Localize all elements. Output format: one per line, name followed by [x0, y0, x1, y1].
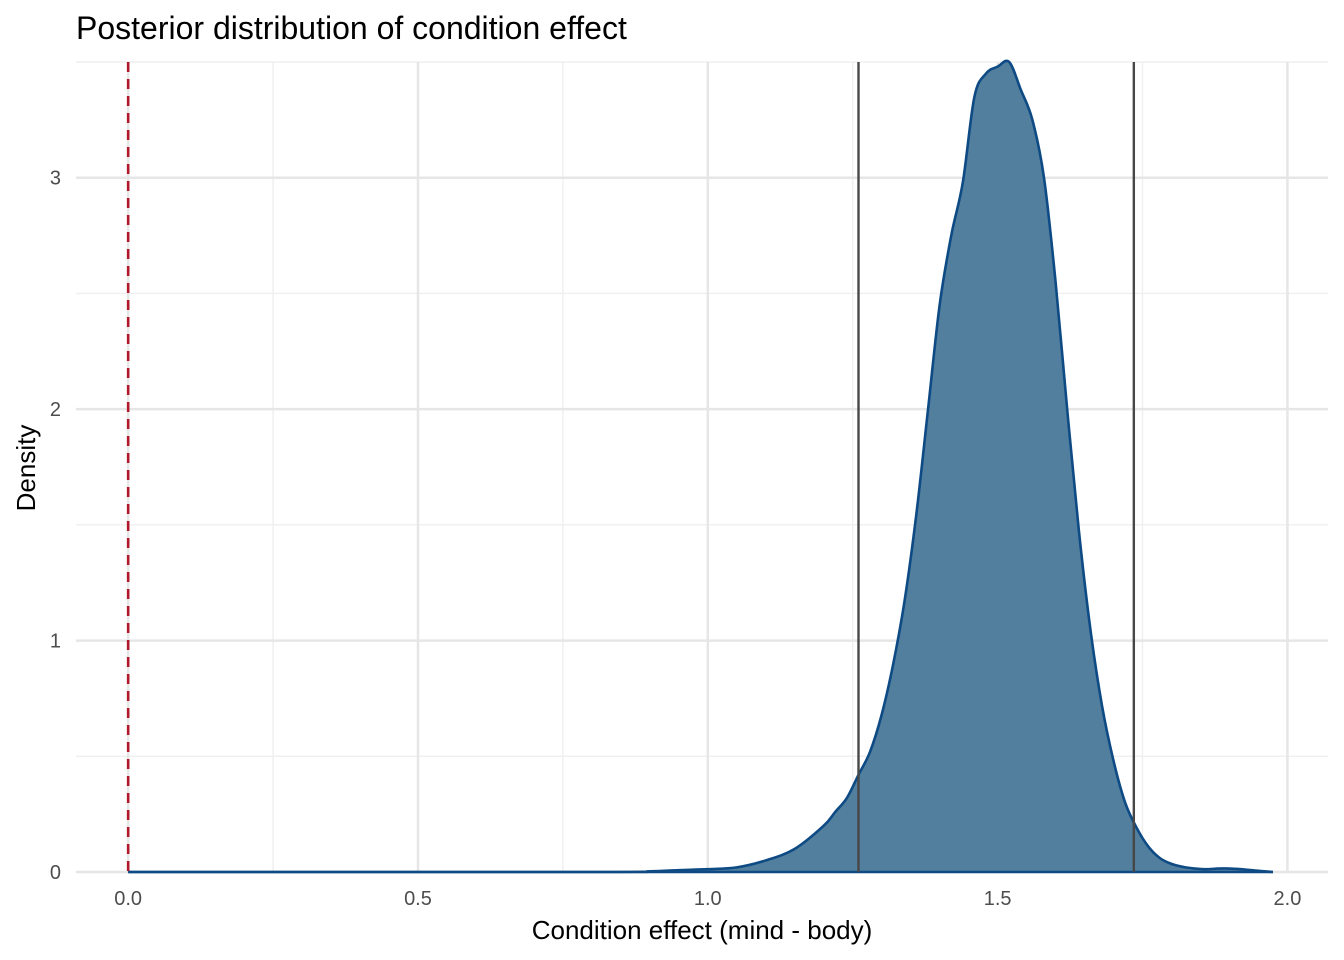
- x-tick-label: 2.0: [1274, 888, 1302, 910]
- y-tick-label: 2: [50, 399, 61, 421]
- chart-title: Posterior distribution of condition effe…: [76, 10, 627, 46]
- x-tick-label: 1.5: [984, 888, 1012, 910]
- x-axis-title: Condition effect (mind - body): [532, 915, 873, 945]
- density-fill: [128, 60, 1273, 873]
- grid: [76, 61, 1328, 874]
- density-outline: [128, 59, 1274, 874]
- reference-lines: [126, 62, 1136, 872]
- tick-labels: 0.0 0.5 1.0 1.5 2.0 0 1 2 3: [50, 168, 1301, 910]
- x-tick-label: 0.5: [404, 888, 432, 910]
- x-tick-label: 1.0: [694, 888, 722, 910]
- y-axis-title: Density: [11, 425, 41, 512]
- density-area: [128, 59, 1274, 874]
- x-tick-label: 0.0: [114, 888, 142, 910]
- y-tick-label: 1: [50, 631, 61, 653]
- y-tick-label: 0: [50, 862, 61, 884]
- y-tick-label: 3: [50, 168, 61, 190]
